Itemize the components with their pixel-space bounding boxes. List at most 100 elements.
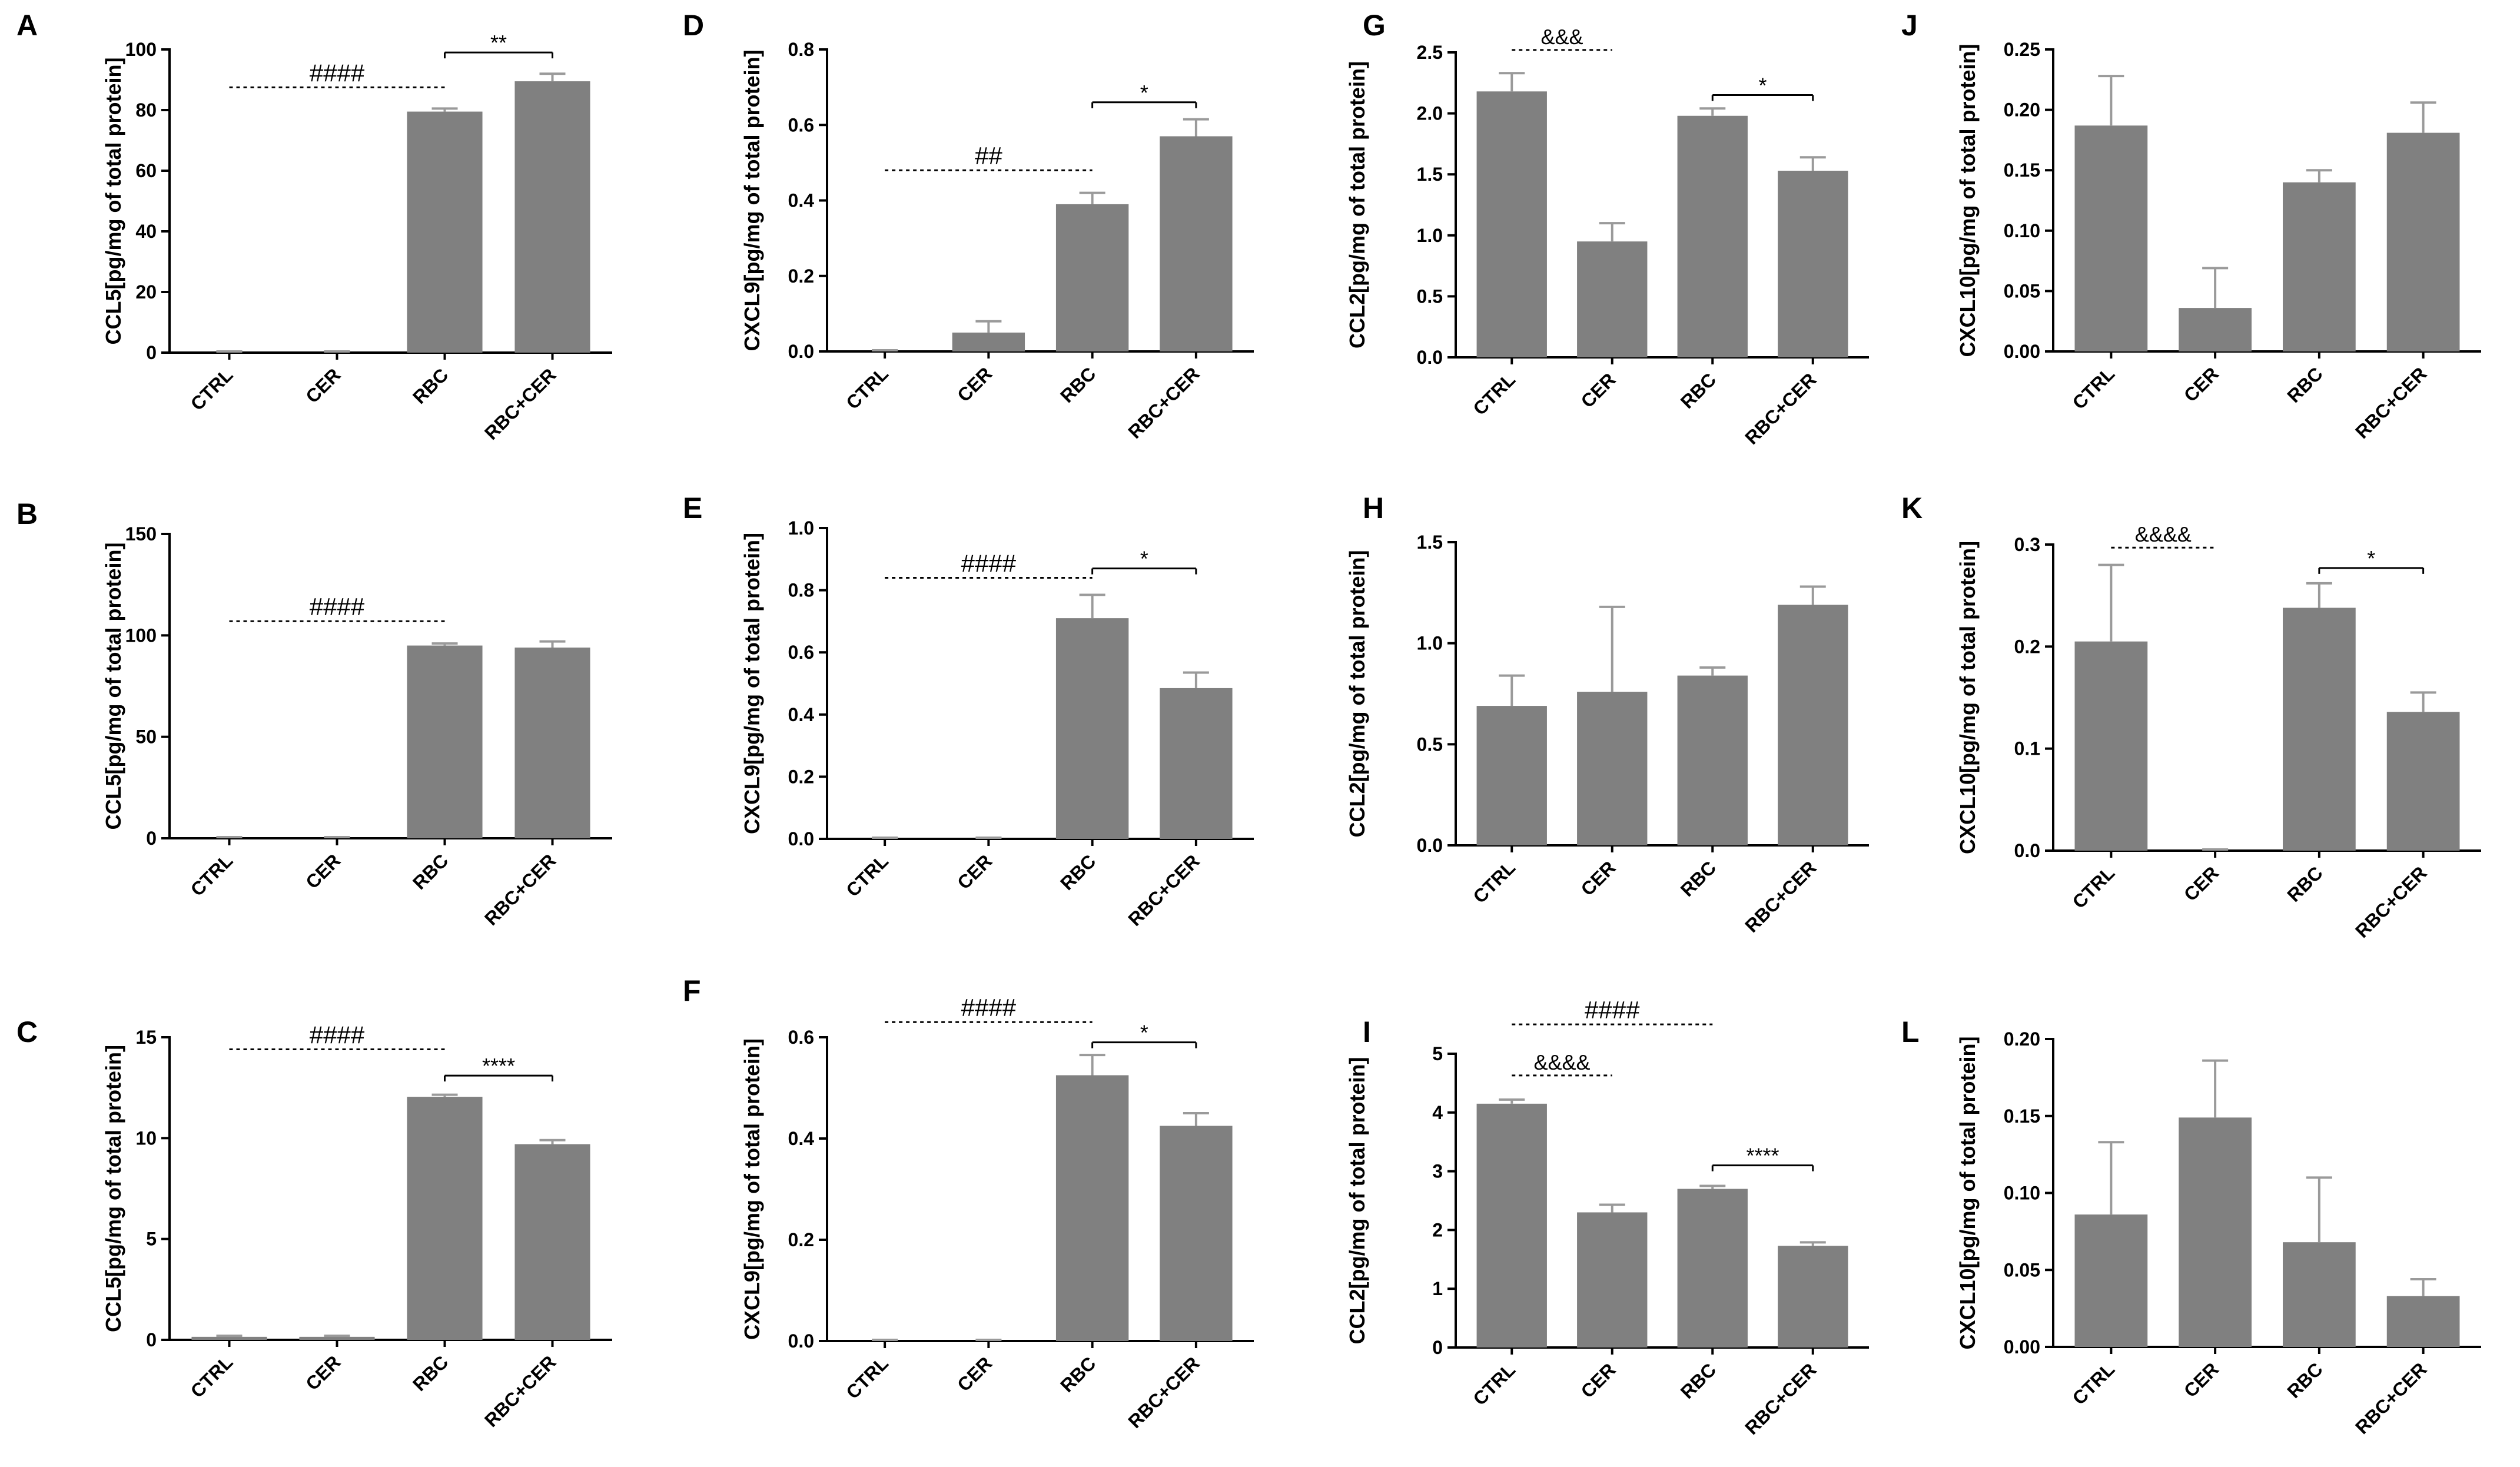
x-tick-label: CER [1576,857,1619,900]
bar-ctrl [191,1336,267,1340]
significance-label: * [2367,546,2375,570]
panel-letter: H [1363,492,1384,525]
x-tick-label: CER [301,1351,344,1394]
panel-e: E CXCL9[pg/mg of total protein] 0.0 0.2 0.4 0… [683,492,1254,930]
x-tick-label: RBC+CER [1124,1352,1203,1432]
panel-g: G CCL2[pg/mg of total protein] 0.0 0.5 1.0 1.… [1345,9,1869,449]
y-tick-label: 0.25 [2004,39,2040,60]
x-tick-label: CTRL [2069,1358,2119,1409]
x-tick-label: CTRL [187,849,237,900]
y-axis-label: CXCL9[pg/mg of total protein] [740,533,764,834]
x-tick-label: RBC+CER [1741,1359,1820,1438]
x-tick-label: CTRL [187,364,237,414]
x-tick-label: CTRL [2069,862,2119,912]
bar-rbc-cer [514,81,590,353]
y-tick-label: 0.2 [2014,636,2040,657]
x-tick-label: CTRL [1469,1359,1519,1409]
panel-b: B CCL5[pg/mg of total protein] 0 50 100 150 CT… [16,497,612,930]
panel-i: I CCL2[pg/mg of total protein] 0 1 2 3 4 5 CTRL C… [1345,996,1869,1439]
panel-k: K CXCL10[pg/mg of total protein] 0.0 0.1 0.2… [1901,492,2481,942]
bar-cer [1577,1212,1648,1347]
bar-rbc [407,111,483,353]
y-tick-label: 150 [125,523,157,545]
y-tick-label: 2.5 [1417,42,1443,63]
y-tick-label: 0.2 [788,766,814,787]
significance-label: #### [310,1021,365,1049]
significance-label: **** [482,1054,515,1078]
y-axis-label: CCL2[pg/mg of total protein] [1345,550,1369,838]
x-tick-label: CER [953,850,996,893]
y-axis-label: CCL2[pg/mg of total protein] [1345,1057,1369,1345]
panel-d: D CXCL9[pg/mg of total protein] 0.0 0.2 0.4 0… [683,9,1254,443]
y-tick-label: 1.5 [1417,164,1443,185]
y-tick-label: 2 [1432,1219,1443,1240]
y-tick-label: 5 [146,1229,157,1250]
y-tick-label: 100 [125,625,157,646]
panel-j: J CXCL10[pg/mg of total protein] 0.00 0.05 0… [1901,9,2481,443]
x-tick-label: CER [1576,1359,1619,1402]
x-tick-label: RBC [1056,850,1100,894]
x-tick-label: RBC+CER [1124,850,1203,930]
y-tick-label: 0 [146,342,157,363]
y-tick-label: 0.05 [2004,280,2040,301]
bar-rbc [407,645,483,838]
y-axis-label: CXCL9[pg/mg of total protein] [740,1038,764,1340]
x-tick-label: RBC+CER [1124,363,1203,442]
panel-letter: E [683,492,702,525]
x-tick-label: CER [301,849,344,892]
bar-ctrl [2074,1214,2148,1347]
y-tick-label: 0.10 [2004,220,2040,241]
significance-label: * [1140,1021,1148,1045]
significance-label: * [1758,74,1767,98]
significance-label: &&&& [1533,1050,1590,1074]
significance-label: &&&& [2135,522,2192,546]
y-tick-label: 4 [1432,1102,1443,1123]
bar-rbc [2283,182,2356,351]
x-tick-label: RBC [1676,1359,1720,1402]
x-tick-label: RBC [2283,862,2326,905]
y-tick-label: 1 [1432,1278,1443,1299]
x-tick-label: RBC+CER [480,364,560,443]
y-tick-label: 0.0 [788,1330,814,1352]
y-tick-label: 1.0 [788,517,814,539]
x-tick-label: CER [1576,369,1619,411]
y-tick-label: 0.6 [788,1027,814,1048]
x-tick-label: CER [953,363,996,406]
y-axis-label: CXCL10[pg/mg of total protein] [1955,1037,1980,1350]
y-tick-label: 1.0 [1417,633,1443,654]
panel-letter: K [1901,492,1923,525]
x-tick-label: RBC+CER [480,1351,560,1431]
significance-label: #### [310,59,365,87]
y-tick-label: 0.4 [788,190,815,211]
y-tick-label: 60 [135,160,157,181]
y-tick-label: 0 [146,828,157,849]
panel-letter: A [16,9,38,42]
y-tick-label: 0.4 [788,704,815,725]
significance-label: #### [1585,996,1640,1024]
bar-rbc [1677,1189,1748,1347]
x-tick-label: CER [2180,363,2223,406]
panel-letter: I [1363,1015,1371,1048]
y-tick-label: 0.6 [788,114,814,135]
y-axis-label: CXCL10[pg/mg of total protein] [1955,44,1980,357]
x-tick-label: RBC+CER [2351,862,2431,941]
significance-label: ** [490,31,507,55]
x-tick-label: CTRL [842,363,892,413]
y-tick-label: 0.0 [788,341,814,362]
significance-label: #### [310,593,365,620]
x-tick-label: CER [2180,1358,2223,1401]
y-tick-label: 0.5 [1417,286,1443,307]
bar-ctrl [2074,641,2148,851]
bar-rbc-cer [1778,170,1848,357]
bar-rbc-cer [2386,132,2460,351]
y-tick-label: 0.00 [2004,341,2040,362]
x-tick-label: RBC [409,364,452,407]
x-tick-label: RBC+CER [2351,363,2431,442]
significance-label: #### [961,549,1017,577]
y-tick-label: 80 [135,99,157,121]
panel-f: F CXCL9[pg/mg of total protein] 0.0 0.2 0.4 0… [683,974,1254,1432]
y-tick-label: 0.0 [1417,347,1443,368]
y-tick-label: 0.0 [2014,840,2040,861]
x-tick-label: CER [2180,862,2223,905]
